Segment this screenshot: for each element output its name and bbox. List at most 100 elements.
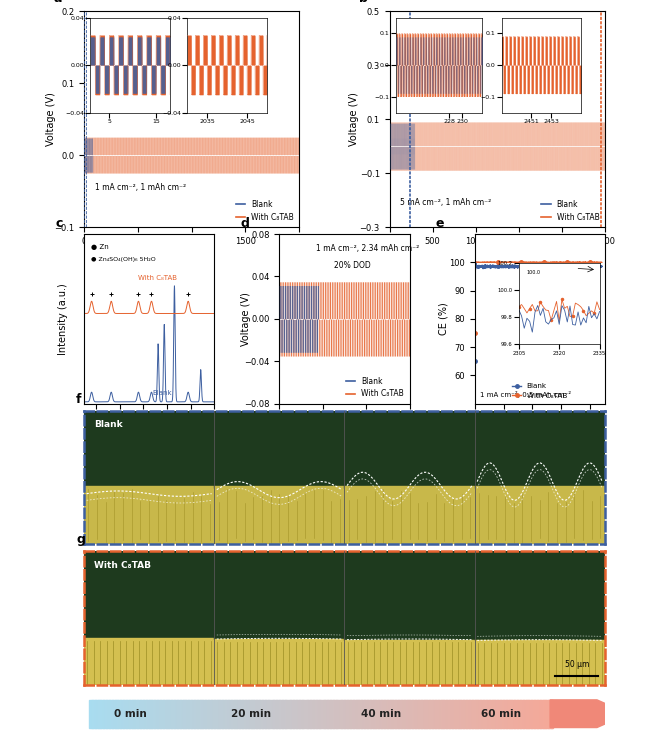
Bar: [437, 700, 439, 727]
Bar: [219, 700, 221, 727]
Bar: [89, 700, 91, 727]
Bar: [236, 700, 238, 727]
Bar: [361, 700, 363, 727]
Bar: [257, 700, 259, 727]
Bar: [200, 700, 202, 727]
Bar: [244, 700, 246, 727]
Bar: [471, 700, 473, 727]
Text: With C₈TAB: With C₈TAB: [138, 275, 177, 281]
Bar: [249, 700, 251, 727]
Text: ● Zn: ● Zn: [91, 245, 109, 251]
Bar: [169, 700, 171, 727]
Bar: [292, 700, 294, 727]
Bar: [307, 700, 309, 727]
Bar: [442, 700, 444, 727]
Bar: [116, 700, 118, 727]
Bar: [507, 700, 509, 727]
Bar: [280, 700, 282, 727]
Bar: [187, 700, 189, 727]
Bar: [171, 700, 173, 727]
Text: g: g: [76, 534, 85, 546]
Bar: [332, 700, 334, 727]
Bar: [174, 700, 176, 727]
Bar: [401, 700, 403, 727]
Bar: [487, 700, 489, 727]
Bar: [308, 700, 310, 727]
Text: 1 mA cm⁻², 2.34 mAh cm⁻²: 1 mA cm⁻², 2.34 mAh cm⁻²: [316, 244, 419, 253]
Bar: [491, 700, 493, 727]
Bar: [180, 700, 182, 727]
Bar: [468, 700, 470, 727]
Bar: [199, 700, 201, 727]
Bar: [369, 700, 371, 727]
Bar: [222, 700, 224, 727]
Bar: [337, 700, 339, 727]
Bar: [84, 638, 214, 685]
Bar: [534, 700, 536, 727]
Bar: [138, 700, 140, 727]
Bar: [380, 700, 382, 727]
Bar: [539, 700, 541, 727]
Bar: [429, 700, 431, 727]
Bar: [137, 700, 139, 727]
Bar: [350, 700, 352, 727]
Bar: [310, 700, 312, 727]
Bar: [306, 700, 308, 727]
Bar: [472, 700, 474, 727]
Legend: Blank, With C₈TAB: Blank, With C₈TAB: [511, 381, 569, 400]
Bar: [345, 640, 474, 685]
Y-axis label: Voltage (V): Voltage (V): [349, 92, 360, 146]
Bar: [360, 700, 362, 727]
Bar: [423, 700, 425, 727]
Bar: [185, 700, 187, 727]
Text: b: b: [360, 0, 368, 5]
Bar: [432, 700, 434, 727]
Bar: [474, 486, 605, 545]
Bar: [255, 700, 257, 727]
Bar: [418, 700, 421, 727]
Bar: [250, 700, 252, 727]
Bar: [286, 700, 288, 727]
Bar: [495, 700, 498, 727]
Bar: [493, 700, 495, 727]
Text: e: e: [435, 217, 444, 231]
Bar: [151, 700, 153, 727]
Bar: [398, 700, 401, 727]
Bar: [94, 700, 96, 727]
Bar: [220, 700, 222, 727]
Bar: [528, 700, 530, 727]
Bar: [345, 700, 347, 727]
Bar: [281, 700, 283, 727]
Bar: [126, 700, 128, 727]
Bar: [241, 700, 243, 727]
Bar: [500, 700, 502, 727]
Text: ● Zn₄SO₄(OH)₆ 5H₂O: ● Zn₄SO₄(OH)₆ 5H₂O: [91, 257, 156, 262]
Bar: [293, 700, 295, 727]
Text: 1 mA cm⁻², 1 mAh cm⁻²: 1 mA cm⁻², 1 mAh cm⁻²: [95, 183, 186, 192]
Bar: [417, 700, 419, 727]
X-axis label: Time (h): Time (h): [324, 428, 365, 438]
Bar: [301, 700, 303, 727]
Bar: [381, 700, 383, 727]
X-axis label: Time (h): Time (h): [171, 251, 212, 262]
Y-axis label: Voltage (V): Voltage (V): [46, 92, 56, 146]
Bar: [159, 700, 161, 727]
FancyArrow shape: [550, 700, 628, 727]
Bar: [165, 700, 167, 727]
Bar: [347, 700, 349, 727]
Bar: [136, 700, 138, 727]
Bar: [228, 700, 230, 727]
Bar: [312, 700, 314, 727]
Bar: [259, 700, 261, 727]
Bar: [323, 700, 325, 727]
Bar: [344, 700, 346, 727]
Bar: [458, 700, 460, 727]
Text: c: c: [55, 217, 62, 231]
Bar: [146, 700, 149, 727]
Bar: [536, 700, 538, 727]
Bar: [183, 700, 185, 727]
Bar: [462, 700, 464, 727]
Bar: [112, 700, 114, 727]
Bar: [134, 700, 136, 727]
Bar: [97, 700, 99, 727]
